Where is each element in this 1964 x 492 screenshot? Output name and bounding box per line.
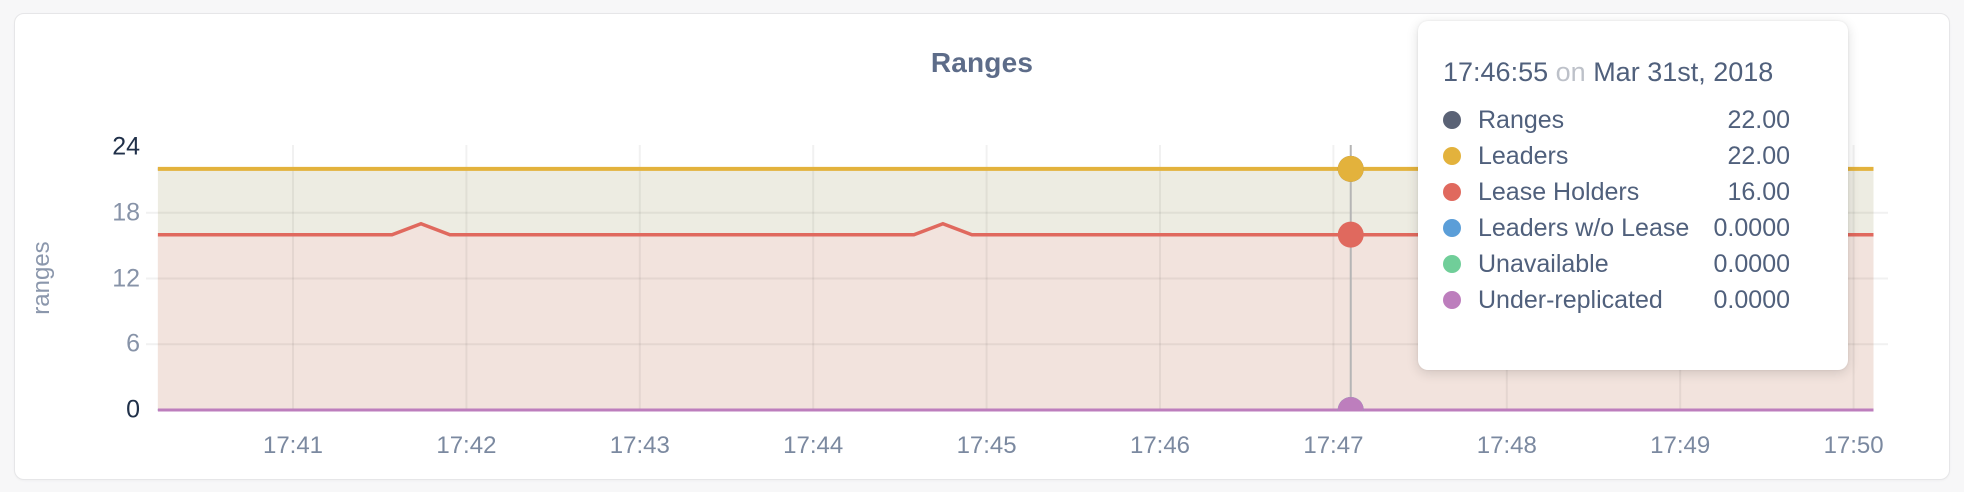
tooltip-row: Under-replicated 0.0000	[1443, 282, 1790, 318]
tooltip-series-value: 0.0000	[1713, 285, 1790, 314]
tooltip-series-value: 0.0000	[1713, 213, 1790, 242]
hover-tooltip: 17:46:55 on Mar 31st, 2018 Ranges 22.00 Le…	[1418, 21, 1848, 370]
x-tick-label: 17:48	[1476, 432, 1537, 459]
tooltip-series-label: Lease Holders	[1478, 177, 1640, 206]
tooltip-series-value: 0.0000	[1713, 249, 1790, 278]
tooltip-time: 17:46:55	[1443, 57, 1549, 87]
y-axis-title-text: ranges	[28, 241, 55, 315]
x-tick-label: 17:41	[262, 432, 324, 459]
x-tick-label: 17:47	[1303, 432, 1364, 459]
tooltip-series-label: Under-replicated	[1478, 285, 1663, 314]
tooltip-row: Ranges 22.00	[1443, 102, 1790, 138]
series-line-lease-holders	[157, 221, 1874, 237]
series-color-dot-icon	[1443, 183, 1461, 201]
y-tick-label: 18	[112, 198, 140, 227]
tooltip-connector: on	[1555, 57, 1586, 87]
tooltip-legend: Ranges 22.00 Leaders 22.00 Lease Holders 16.0…	[1443, 102, 1790, 318]
tooltip-series-value: 22.00	[1727, 141, 1790, 170]
x-tick-label: 17:49	[1650, 432, 1711, 459]
chart-title: Ranges	[930, 47, 1034, 78]
hover-dot-lease-holders	[1337, 221, 1364, 248]
tooltip-series-label: Leaders w/o Lease	[1478, 213, 1690, 242]
hover-dot-under-replicated	[1337, 397, 1364, 411]
tooltip-series-label: Leaders	[1478, 141, 1569, 170]
series-color-dot-icon	[1443, 255, 1461, 273]
hover-dot-leaders	[1337, 155, 1364, 182]
hover-dots	[1337, 155, 1364, 411]
x-tick-label: 17:43	[609, 432, 670, 459]
series-color-dot-icon	[1443, 219, 1461, 237]
tooltip-row: Unavailable 0.0000	[1443, 246, 1790, 282]
series-color-dot-icon	[1443, 111, 1461, 129]
tooltip-row: Lease Holders 16.00	[1443, 174, 1790, 210]
series-color-dot-icon	[1443, 291, 1461, 309]
tooltip-date: Mar 31st, 2018	[1593, 57, 1774, 87]
tooltip-header: 17:46:55 on Mar 31st, 2018	[1443, 57, 1790, 88]
series-color-dot-icon	[1443, 147, 1461, 165]
tooltip-row: Leaders w/o Lease 0.0000	[1443, 210, 1790, 246]
tooltip-series-label: Ranges	[1478, 105, 1565, 134]
tooltip-row: Leaders 22.00	[1443, 138, 1790, 174]
y-tick-label: 6	[126, 329, 140, 358]
tooltip-series-value: 16.00	[1727, 177, 1790, 206]
x-tick-label: 17:42	[436, 432, 497, 459]
y-tick-label: 12	[112, 264, 140, 292]
y-tick-label: 24	[112, 132, 140, 161]
x-tick-label: 17:46	[1129, 432, 1191, 459]
x-tick-label: 17:44	[783, 432, 844, 459]
tooltip-series-label: Unavailable	[1478, 249, 1609, 278]
y-tick-label: 0	[126, 395, 140, 424]
tooltip-series-value: 22.00	[1727, 105, 1790, 134]
x-tick-label: 17:45	[956, 432, 1017, 459]
x-tick-label: 17:50	[1823, 432, 1884, 459]
